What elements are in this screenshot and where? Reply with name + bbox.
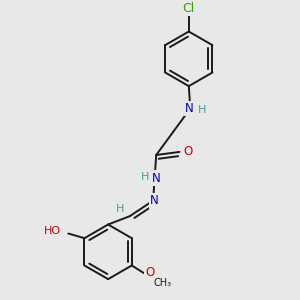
Text: CH₃: CH₃	[154, 278, 172, 287]
Text: H: H	[116, 204, 125, 214]
Text: N: N	[150, 194, 159, 207]
Text: O: O	[145, 266, 154, 279]
Text: N: N	[152, 172, 160, 185]
Text: N: N	[185, 102, 194, 115]
Text: Cl: Cl	[183, 2, 195, 15]
Text: H: H	[198, 105, 206, 115]
Text: O: O	[184, 145, 193, 158]
Text: HO: HO	[44, 226, 62, 236]
Text: H: H	[141, 172, 149, 182]
